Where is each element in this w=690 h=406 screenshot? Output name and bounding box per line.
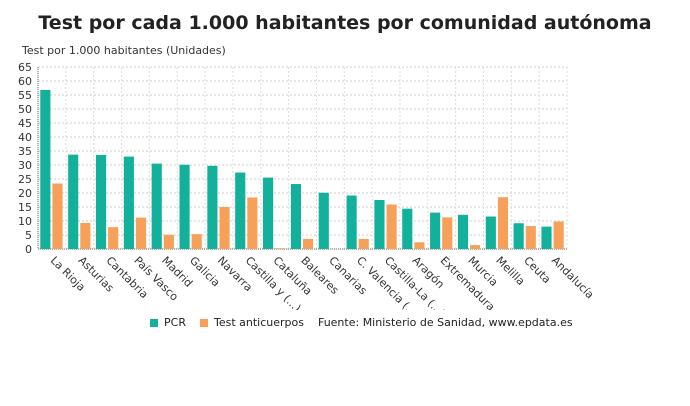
- x-tick-label: Melilla: [493, 254, 527, 288]
- bar-anticuerpos: [358, 238, 369, 249]
- bar-anticuerpos: [275, 248, 286, 249]
- bar-pcr: [430, 212, 441, 249]
- y-tick-label: 30: [18, 159, 32, 172]
- bar-pcr: [179, 164, 190, 249]
- bar-pcr: [263, 177, 274, 249]
- bar-anticuerpos: [247, 197, 258, 249]
- y-tick-label: 35: [18, 145, 32, 158]
- bar-anticuerpos: [52, 183, 63, 249]
- y-tick-label: 65: [18, 61, 32, 74]
- bar-pcr: [457, 214, 469, 249]
- bar-anticuerpos: [525, 226, 536, 249]
- y-tick-label: 55: [18, 89, 32, 102]
- bar-anticuerpos: [442, 217, 453, 249]
- bar-pcr: [318, 192, 329, 249]
- bar-anticuerpos: [80, 222, 91, 249]
- bar-pcr: [290, 184, 301, 249]
- y-tick-label: 20: [18, 187, 32, 200]
- x-tick-label: Galicia: [187, 254, 223, 290]
- bar-pcr: [346, 195, 357, 249]
- y-tick-label: 0: [25, 243, 32, 256]
- x-tick-label: Ceuta: [521, 254, 553, 286]
- bar-anticuerpos: [386, 204, 397, 249]
- bar-pcr: [541, 226, 552, 249]
- legend-item-pcr: PCR: [150, 316, 186, 329]
- bar-anticuerpos: [553, 221, 564, 249]
- bar-pcr: [402, 208, 413, 249]
- bar-anticuerpos: [414, 242, 425, 249]
- bar-pcr: [485, 216, 496, 249]
- bar-pcr: [235, 172, 246, 249]
- y-tick-label: 40: [18, 131, 32, 144]
- y-tick-label: 5: [25, 229, 32, 242]
- y-tick-label: 45: [18, 117, 32, 130]
- y-axis-label: Test por 1.000 habitantes (Unidades): [22, 44, 226, 57]
- bar-pcr: [68, 154, 79, 249]
- bar-pcr: [40, 89, 51, 250]
- bar-anticuerpos: [163, 234, 174, 249]
- bar-pcr: [513, 223, 524, 249]
- bar-pcr: [207, 165, 218, 249]
- legend: PCR Test anticuerpos Fuente: Ministerio …: [150, 316, 573, 329]
- bar-anticuerpos: [497, 197, 509, 249]
- legend-label: Test anticuerpos: [213, 316, 304, 329]
- bar-anticuerpos: [470, 245, 481, 249]
- chart-title: Test por cada 1.000 habitantes por comun…: [38, 12, 652, 34]
- y-tick-label: 15: [18, 201, 32, 214]
- bar-pcr: [151, 163, 162, 249]
- y-tick-label: 60: [18, 75, 32, 88]
- bar-pcr: [95, 154, 107, 249]
- bar-anticuerpos: [108, 227, 119, 249]
- bar-anticuerpos: [219, 207, 230, 249]
- x-tick-label: Andalucía: [549, 254, 596, 301]
- legend-label: PCR: [164, 316, 186, 329]
- y-tick-label: 10: [18, 215, 32, 228]
- bar-pcr: [123, 156, 134, 249]
- bar-anticuerpos: [135, 217, 147, 249]
- source-note: Fuente: Ministerio de Sanidad, www.epdat…: [317, 316, 573, 329]
- bar-pcr: [374, 200, 385, 249]
- legend-item-anticuerpos: Test anticuerpos: [199, 316, 304, 329]
- y-tick-label: 25: [18, 173, 32, 186]
- y-tick-label: 50: [18, 103, 32, 116]
- bar-anticuerpos: [303, 238, 314, 249]
- bar-anticuerpos: [191, 234, 202, 249]
- legend-swatch-anticuerpos: [199, 319, 208, 327]
- legend-swatch-pcr: [150, 319, 158, 327]
